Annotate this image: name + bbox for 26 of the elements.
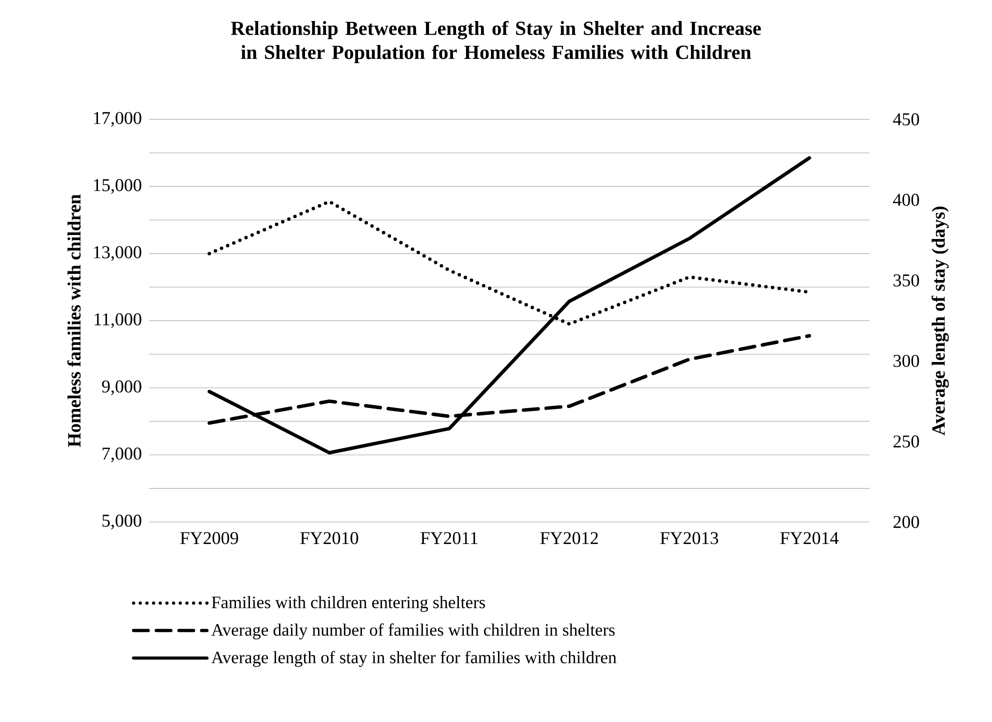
y2-tick-label: 200 xyxy=(894,516,920,528)
y-axis-title: Homeless families with children xyxy=(67,194,81,447)
y-tick-label: 17,000 xyxy=(94,112,142,127)
chart-title: Relationship Between Length of Stay in Shelter and Increase in Shelter Population for Homeless Families with Children xyxy=(230,20,761,64)
y-tick-label: 9,000 xyxy=(102,380,142,396)
y2-tick-label: 350 xyxy=(894,274,920,286)
x-tick-label: FY2009 xyxy=(180,532,238,544)
legend-label: Average daily number of families with children in shelters xyxy=(211,623,615,640)
legend-label: Average length of stay in shelter for families with children xyxy=(211,650,616,667)
y-tick-label: 13,000 xyxy=(94,246,142,261)
y-tick-label: 5,000 xyxy=(102,514,142,530)
y-tick-label: 7,000 xyxy=(102,448,142,462)
y2-axis-title: Average length of stay (days) xyxy=(932,206,949,436)
legend-label: Families with children entering shelters xyxy=(212,596,486,612)
x-tick-label: FY2014 xyxy=(780,532,839,544)
y2-tick-label: 450 xyxy=(893,113,920,126)
x-tick-label: FY2013 xyxy=(660,532,718,544)
y2-tick-label: 300 xyxy=(894,354,920,367)
y2-tick-label: 250 xyxy=(894,435,920,448)
y-tick-label: 15,000 xyxy=(94,179,142,194)
y2-tick-label: 400 xyxy=(893,194,920,206)
x-tick-label: FY2012 xyxy=(540,532,598,544)
line-series xyxy=(208,156,812,454)
x-tick-label: FY2011 xyxy=(420,532,478,544)
y-tick-label: 11,000 xyxy=(94,313,142,328)
x-tick-label: FY2010 xyxy=(300,532,358,544)
